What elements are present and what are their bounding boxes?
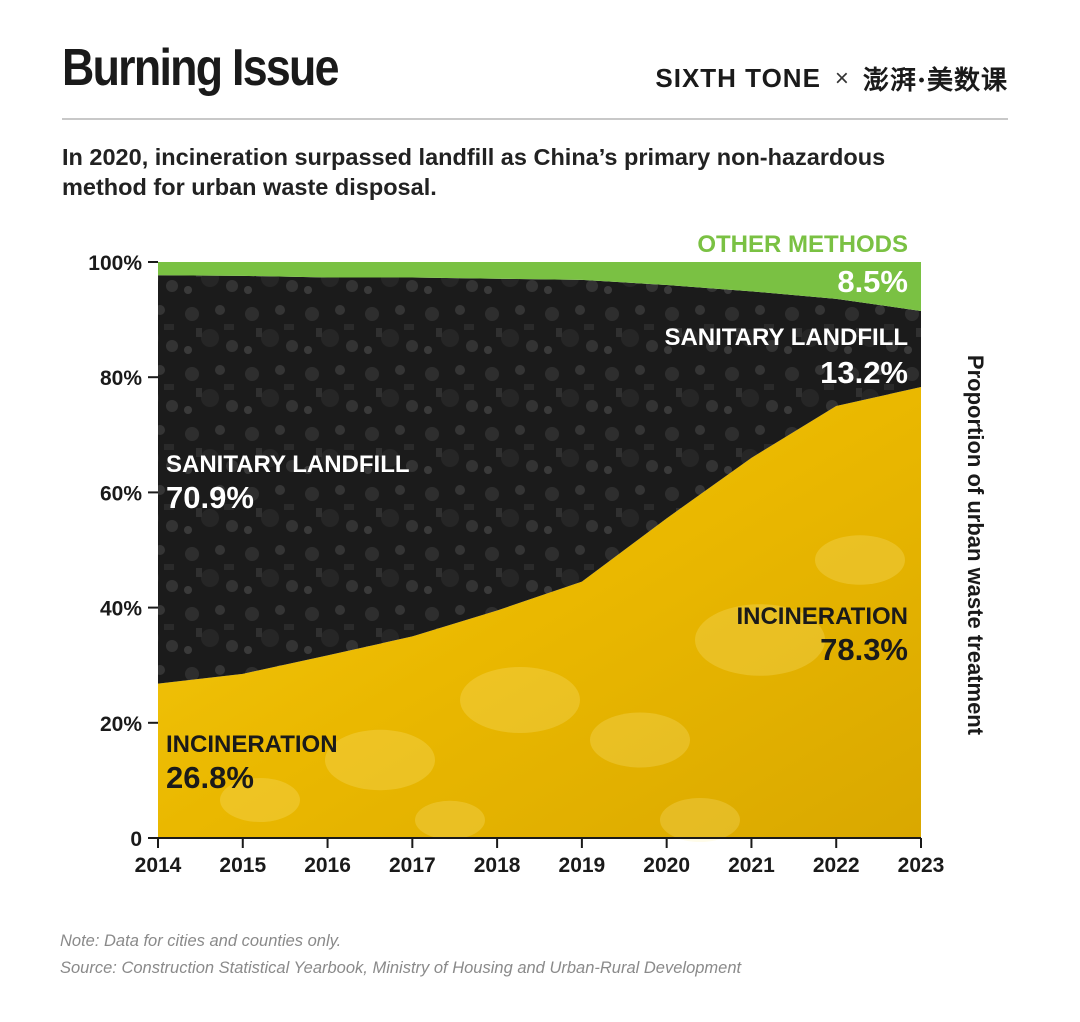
chart-annotations: SANITARY LANDFILL70.9%INCINERATION26.8%O… xyxy=(166,231,908,795)
annotation-label: SANITARY LANDFILL xyxy=(166,451,410,478)
annotation-value: 78.3% xyxy=(820,632,908,667)
x-tick-label: 2019 xyxy=(559,854,606,877)
header-divider xyxy=(62,118,1008,120)
y-tick-label: 0 xyxy=(130,828,142,851)
flame-highlight xyxy=(415,800,485,840)
footnote: Note: Data for cities and counties only. xyxy=(60,932,342,950)
annotation-label: INCINERATION xyxy=(166,731,338,758)
x-tick-label: 2022 xyxy=(813,854,860,877)
annotation-value: 13.2% xyxy=(820,355,908,390)
y-tick-label: 80% xyxy=(100,367,142,390)
area-incineration xyxy=(158,386,921,838)
area-other-methods xyxy=(158,262,921,311)
chart-axes: 0 20% 40% 60% 80% 100% 2014 2015 2016 2017 2018 201… xyxy=(88,252,944,877)
x-tick-label: 2018 xyxy=(474,854,521,877)
flame-highlight xyxy=(325,729,435,791)
y-tick-label: 20% xyxy=(100,713,142,736)
x-tick-label: 2017 xyxy=(389,854,436,877)
brand-logos: SIXTH TONE × 澎湃·美数课 xyxy=(655,60,1008,97)
y-tick-label: 60% xyxy=(100,482,142,505)
x-tick-label: 2021 xyxy=(728,854,775,877)
annotation-label: OTHER METHODS xyxy=(697,231,908,258)
flame-highlight xyxy=(695,604,825,676)
x-tick-label: 2015 xyxy=(219,854,266,877)
annotation-label: SANITARY LANDFILL xyxy=(664,324,908,351)
source-note: Source: Construction Statistical Yearboo… xyxy=(60,959,742,977)
subtitle-line-2: method for urban waste disposal. xyxy=(62,174,437,200)
brand-separator: × xyxy=(834,64,849,92)
x-tick-label: 2020 xyxy=(643,854,690,877)
area-layers xyxy=(158,262,921,842)
y-tick-label: 40% xyxy=(100,598,142,621)
y-tick-label: 100% xyxy=(88,252,142,275)
y-axis-label: Proportion of urban waste treatment xyxy=(963,355,988,736)
flame-highlight xyxy=(815,535,905,585)
sixth-tone-logo: SIXTH TONE xyxy=(655,63,821,93)
x-tick-label: 2023 xyxy=(898,854,945,877)
the-paper-logo: 澎湃·美数课 xyxy=(862,66,1008,96)
annotation-value: 26.8% xyxy=(166,760,254,795)
flame-highlight xyxy=(460,667,580,733)
flame-highlight xyxy=(660,798,740,842)
chart-title: Burning Issue xyxy=(62,39,340,97)
annotation-label: INCINERATION xyxy=(736,603,908,630)
subtitle-line-1: In 2020, incineration surpassed landfill… xyxy=(62,144,886,170)
chart-subtitle: In 2020, incineration surpassed landfill… xyxy=(62,142,962,202)
area-sanitary-landfill xyxy=(158,275,921,684)
x-tick-label: 2014 xyxy=(135,854,182,877)
flame-highlight xyxy=(220,778,300,822)
flame-highlight xyxy=(590,712,690,768)
x-tick-label: 2016 xyxy=(304,854,351,877)
annotation-value: 70.9% xyxy=(166,480,254,515)
annotation-value: 8.5% xyxy=(837,264,908,299)
